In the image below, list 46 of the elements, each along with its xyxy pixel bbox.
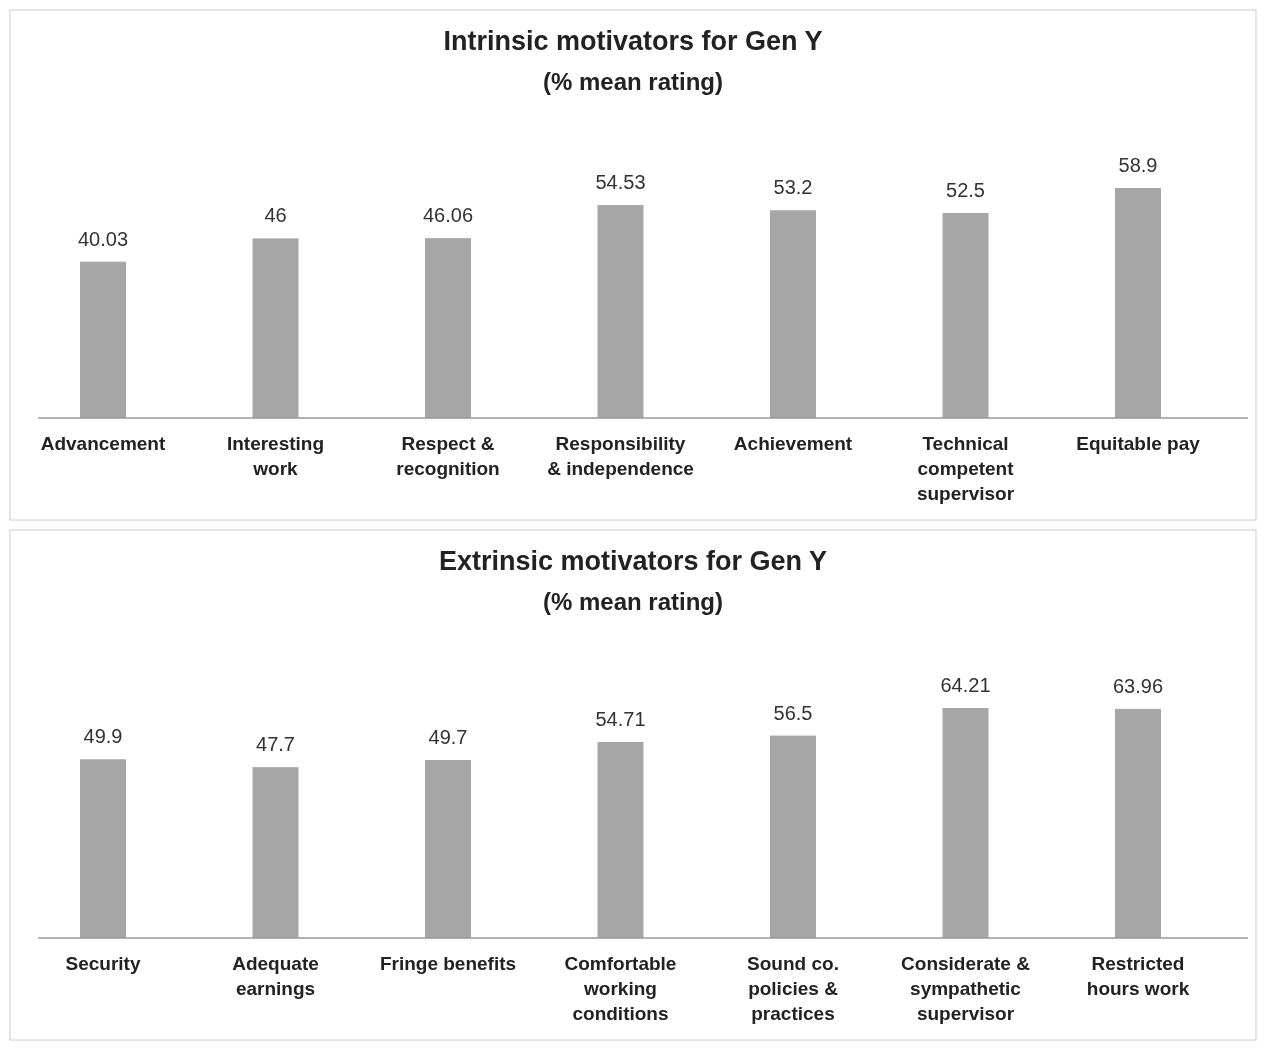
x-tick-label: Technical competent supervisor: [916, 433, 1015, 504]
data-label: 58.9: [1118, 154, 1158, 176]
bar: [1115, 708, 1161, 938]
chart-title: Extrinsic motivators for Gen Y: [438, 546, 828, 576]
x-tick-label: Respect & recognition: [396, 433, 500, 479]
bar: [252, 767, 299, 938]
bar: [942, 708, 989, 938]
bar: [597, 742, 644, 938]
data-label: 46: [264, 204, 287, 227]
bar: [80, 261, 126, 418]
data-label: 46.06: [422, 204, 474, 227]
chart-subtitle: (% mean rating): [542, 68, 724, 95]
chart-subtitle: (% mean rating): [542, 588, 724, 615]
bar: [80, 759, 126, 938]
x-tick-label: Equitable pay: [1076, 433, 1201, 454]
bar: [770, 735, 816, 938]
data-label: 40.03: [77, 227, 129, 250]
chart-title: Intrinsic motivators for Gen Y: [443, 26, 823, 56]
data-label: 53.2: [773, 176, 813, 199]
bar: [597, 205, 644, 418]
x-tick-label: Security: [65, 953, 141, 974]
x-tick-label: Adequate earnings: [232, 953, 319, 999]
bar: [425, 759, 471, 938]
data-label: 49.9: [83, 725, 123, 748]
bar: [942, 212, 989, 418]
x-tick-label: Responsibility & independence: [547, 433, 694, 479]
data-label: 56.5: [773, 701, 813, 724]
data-label: 64.21: [940, 674, 991, 696]
x-tick-label: Interesting work: [226, 433, 325, 479]
x-tick-label: Considerate & sympathetic supervisor: [901, 953, 1031, 1024]
data-label: 63.96: [1112, 674, 1164, 697]
data-label: 54.71: [595, 708, 646, 731]
data-label: 52.5: [946, 178, 985, 201]
data-label: 54.53: [595, 171, 646, 194]
x-tick-label: Restricted hours work: [1086, 953, 1190, 999]
bar: [425, 238, 471, 418]
data-label: 47.7: [256, 733, 295, 756]
x-tick-label: Sound co. policies & practices: [747, 953, 839, 1024]
x-tick-label: Fringe benefits: [379, 953, 517, 974]
data-label: 49.7: [428, 725, 468, 748]
x-tick-label: Achievement: [733, 433, 853, 454]
bar: [1115, 188, 1161, 418]
x-tick-label: Comfortable working conditions: [564, 953, 677, 1024]
bar: [770, 210, 816, 418]
bar: [252, 238, 299, 418]
x-tick-label: Advancement: [40, 433, 166, 454]
